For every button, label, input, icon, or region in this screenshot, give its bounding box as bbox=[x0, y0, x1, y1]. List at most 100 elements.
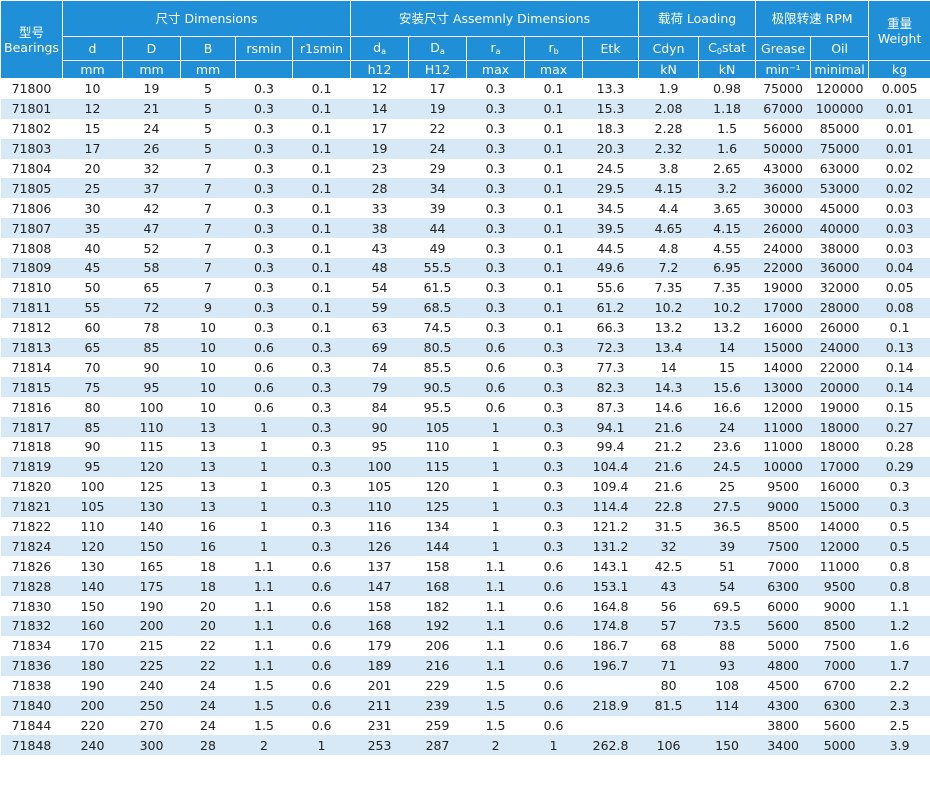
value-cell: 0.1 bbox=[524, 297, 583, 318]
value-cell: 17 bbox=[429, 81, 446, 97]
value-cell: 87.3 bbox=[596, 399, 625, 415]
value-cell: 79 bbox=[350, 377, 409, 398]
value-cell: 24.5 bbox=[698, 456, 756, 477]
data-row: 71801 12 21 5 0.3 0.1 14 19 0.3 0.1 15.3 2.08 1.18 67… bbox=[0, 98, 930, 119]
value-cell: 0.6 bbox=[524, 655, 583, 676]
bearing-cell: 71814 bbox=[11, 359, 52, 375]
unit-header: kN bbox=[698, 60, 757, 79]
value-cell: 179 bbox=[367, 638, 392, 654]
value-cell: 0.1 bbox=[311, 121, 332, 137]
value-cell: 1.1 bbox=[235, 616, 293, 636]
value-cell: 57 bbox=[638, 616, 699, 636]
value-cell: 0.3 bbox=[485, 200, 506, 216]
value-cell: 35 bbox=[62, 218, 123, 239]
column-header-sub: 0 bbox=[716, 47, 722, 57]
value-cell: 0.14 bbox=[885, 359, 914, 375]
column-header-base: C bbox=[708, 40, 717, 56]
value-cell: 85 bbox=[62, 417, 123, 438]
value-cell: 201 bbox=[367, 678, 392, 694]
data-row: 71810 50 65 7 0.3 0.1 54 61.5 0.3 0.1 55.6 7.35 7.35… bbox=[1, 278, 930, 298]
value-cell: 6.95 bbox=[698, 258, 756, 278]
value-cell: 0.1 bbox=[292, 98, 351, 119]
value-cell: 60 bbox=[84, 320, 101, 336]
value-cell: 110 bbox=[350, 496, 409, 517]
value-cell: 0.1 bbox=[543, 81, 564, 97]
value-cell: 1.5 bbox=[254, 678, 274, 694]
value-cell: 253 bbox=[350, 735, 409, 756]
value-cell: 15000 bbox=[810, 496, 869, 517]
value-cell: 1.1 bbox=[235, 576, 293, 597]
value-cell: 13 bbox=[180, 456, 236, 477]
value-cell: 88 bbox=[719, 638, 736, 654]
value-cell: 28000 bbox=[810, 297, 869, 318]
value-cell: 24000 bbox=[810, 337, 869, 358]
value-cell: 1.1 bbox=[485, 638, 506, 654]
value-cell: 164.8 bbox=[592, 598, 629, 614]
unit-header: mm bbox=[180, 60, 236, 79]
value-cell: 7 bbox=[180, 218, 236, 239]
value-cell: 48 bbox=[350, 258, 409, 278]
value-cell: 12 bbox=[62, 98, 123, 119]
value-cell: 1.5 bbox=[254, 717, 274, 733]
value-cell: 5 bbox=[204, 121, 212, 137]
value-cell: 150 bbox=[698, 735, 756, 756]
value-cell: 1 bbox=[260, 479, 268, 495]
value-cell: 0.3 bbox=[311, 359, 332, 375]
value-cell: 1.18 bbox=[698, 98, 756, 119]
value-cell: 0.6 bbox=[311, 638, 332, 654]
value-cell: 56000 bbox=[763, 121, 803, 137]
value-cell: 11000 bbox=[819, 558, 860, 574]
value-cell: 0.6 bbox=[311, 558, 332, 574]
value-cell: 51 bbox=[719, 558, 736, 574]
value-cell: 0.1 bbox=[543, 121, 564, 137]
value-cell bbox=[639, 716, 699, 736]
data-row: 71803 17 26 5 0.3 0.1 19 24 0.3 0.1 20.3 2.32 1.6 500… bbox=[0, 138, 930, 159]
value-cell: 7 bbox=[204, 280, 212, 296]
value-cell: 140 bbox=[62, 576, 123, 597]
value-cell: 0.3 bbox=[524, 417, 583, 438]
value-cell: 13000 bbox=[755, 377, 811, 398]
value-cell: 4500 bbox=[767, 678, 799, 694]
value-cell: 13 bbox=[200, 439, 216, 455]
value-cell: 74.5 bbox=[423, 320, 452, 336]
value-cell: 4.55 bbox=[713, 240, 741, 256]
value-cell: 231 bbox=[367, 717, 392, 733]
data-row: 71836 180 225 22 1.1 0.6 189 216 1.1 0.6 196.7 71 93… bbox=[0, 655, 930, 676]
value-cell: 0.28 bbox=[885, 439, 914, 455]
value-cell: 0.3 bbox=[254, 121, 274, 137]
value-cell: 0.03 bbox=[885, 240, 914, 256]
column-header-base: r bbox=[490, 40, 496, 56]
value-cell: 1.5 bbox=[235, 695, 293, 716]
column-header: ra bbox=[466, 36, 526, 61]
value-cell: 80.5 bbox=[408, 337, 467, 358]
value-cell: 40000 bbox=[810, 218, 869, 239]
value-cell: 55.6 bbox=[596, 280, 625, 296]
value-cell: 5600 bbox=[755, 616, 811, 636]
value-cell: 21 bbox=[122, 98, 181, 119]
value-cell: 1.1 bbox=[466, 655, 525, 676]
value-cell: 18000 bbox=[819, 439, 860, 455]
value-cell: 1 bbox=[260, 519, 268, 535]
data-row: 71818 90 115 13 1 0.3 95 110 1 0.3 99.4 21.2 23.6 110… bbox=[1, 437, 930, 457]
value-cell: 36000 bbox=[810, 258, 869, 278]
bearing-cell: 71803 bbox=[0, 138, 63, 159]
value-cell: 69 bbox=[350, 337, 409, 358]
value-cell: 0.3 bbox=[524, 337, 583, 358]
value-cell: 200 bbox=[62, 695, 123, 716]
group-header: 载荷 Loading bbox=[638, 0, 757, 37]
value-cell: 3800 bbox=[767, 717, 799, 733]
value-cell: 49.6 bbox=[582, 258, 639, 278]
value-cell: 54 bbox=[698, 576, 756, 597]
group-header: 安装尺寸 Assemnly Dimensions bbox=[350, 0, 640, 37]
value-cell: 25 bbox=[62, 178, 123, 199]
value-cell: 1.6 bbox=[698, 138, 756, 159]
bearing-cell: 71806 bbox=[11, 200, 52, 216]
value-cell: 120000 bbox=[815, 81, 864, 97]
value-cell: 0.3 bbox=[254, 200, 274, 216]
data-row: 71848 240 300 28 2 1 253 287 2 1 262.8 106 150 3400 50… bbox=[0, 735, 930, 756]
bearing-header: 型号 Bearings bbox=[0, 0, 63, 79]
value-cell: 0.3 bbox=[485, 280, 506, 296]
value-cell: 9 bbox=[180, 297, 236, 318]
value-cell: 3.2 bbox=[698, 178, 756, 199]
unit-header: mm bbox=[122, 60, 181, 79]
